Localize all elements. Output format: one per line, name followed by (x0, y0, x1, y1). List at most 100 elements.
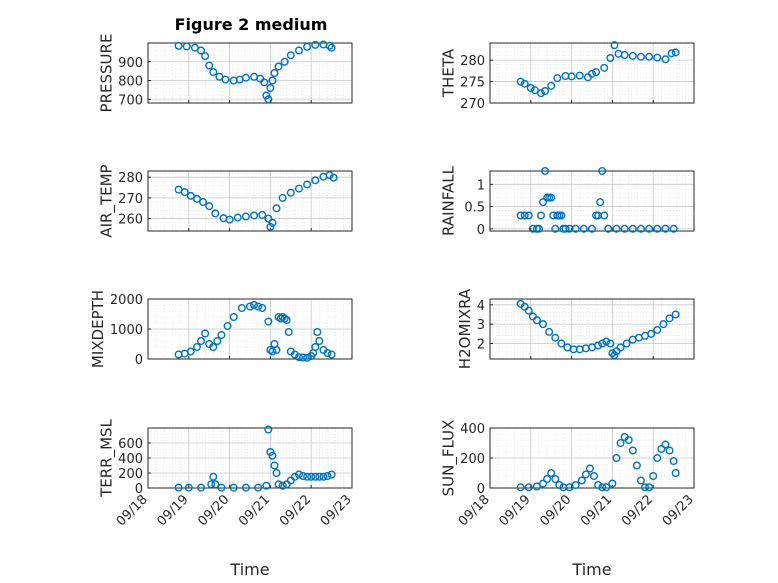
data-point (217, 483, 226, 492)
y-axis-label: MIXDEPTH (89, 290, 107, 368)
data-point (636, 52, 645, 61)
data-point (315, 472, 324, 481)
data-point (325, 171, 334, 180)
data-point (213, 337, 222, 346)
data-point (264, 425, 273, 434)
y-axis-label: H2OMIXRA (456, 288, 474, 369)
y-tick-label: 260 (118, 213, 143, 228)
data-point (209, 68, 218, 77)
data-point (551, 333, 560, 342)
data-point (645, 52, 654, 61)
data-point (557, 211, 566, 220)
y-tick-label: 600 (118, 437, 143, 452)
data-point (186, 347, 195, 356)
data-point (268, 347, 277, 356)
y-axis-label: TERR_MSL (97, 418, 116, 497)
data-point (274, 62, 283, 71)
data-point (581, 470, 590, 479)
y-tick-label: 0 (477, 482, 485, 497)
y-axis-label: AIR_TEMP (97, 164, 116, 237)
data-point (598, 166, 607, 175)
data-point (588, 224, 597, 233)
data-point (286, 51, 295, 60)
data-point (661, 224, 670, 233)
data-point (671, 48, 680, 57)
data-point (211, 480, 220, 489)
data-point (294, 184, 303, 193)
data-point (319, 472, 328, 481)
data-point (669, 224, 678, 233)
data-point (516, 77, 525, 86)
data-point (524, 306, 533, 315)
data-point (268, 218, 277, 227)
y-tick-label: 0 (135, 482, 143, 497)
data-point (266, 83, 275, 92)
data-point (225, 215, 234, 224)
data-point (524, 211, 533, 220)
y-tick-label: 280 (460, 54, 485, 69)
data-point (594, 481, 603, 490)
subplot-rainfall: 0 0.5 1 RAINFALL (439, 165, 695, 238)
y-axis-label: PRESSURE (97, 34, 115, 113)
data-point (272, 346, 281, 355)
data-point (274, 480, 283, 489)
data-point (201, 329, 210, 338)
y-tick-label: 200 (118, 467, 143, 482)
data-point (516, 211, 525, 220)
data-point (659, 320, 668, 329)
data-point (258, 304, 267, 313)
data-point (325, 41, 334, 50)
data-point (606, 339, 615, 348)
data-point (543, 475, 552, 484)
data-point (186, 191, 195, 200)
data-point (612, 454, 621, 463)
data-point (653, 454, 662, 463)
data-point (241, 212, 250, 221)
data-point (608, 479, 617, 488)
y-axis-label: RAINFALL (439, 165, 457, 236)
data-point (520, 79, 529, 88)
data-point (180, 188, 189, 197)
data-point (268, 451, 277, 460)
data-point (199, 198, 208, 207)
data-point (303, 42, 312, 51)
data-point (323, 349, 332, 358)
data-point (311, 176, 320, 185)
y-tick-label: 800 (118, 75, 143, 90)
data-point (197, 46, 206, 55)
data-point (250, 301, 259, 310)
data-point (282, 316, 291, 325)
data-point (303, 180, 312, 189)
y-tick-label: 3 (477, 318, 485, 333)
data-point (547, 469, 556, 478)
data-point (547, 81, 556, 90)
axes-box (147, 170, 353, 232)
data-point (266, 222, 275, 231)
x-axis-label: Time (571, 560, 611, 579)
data-point (636, 224, 645, 233)
data-point (197, 337, 206, 346)
data-point (532, 482, 541, 491)
data-point (211, 209, 220, 218)
data-point (192, 194, 201, 203)
data-point (645, 483, 654, 492)
data-point (669, 457, 678, 466)
y-tick-label: 700 (118, 93, 143, 108)
data-point (632, 461, 641, 470)
data-point (327, 350, 336, 359)
data-point (217, 331, 226, 340)
data-point (245, 302, 254, 311)
data-point (520, 211, 529, 220)
data-point (592, 68, 601, 77)
data-point (547, 193, 556, 202)
data-point (201, 52, 210, 61)
data-point (567, 72, 576, 81)
data-point (241, 483, 250, 492)
y-tick-label: 280 (118, 171, 143, 186)
data-point (551, 224, 560, 233)
axes-box (489, 42, 695, 104)
figure-title: Figure 2 medium (175, 15, 328, 34)
